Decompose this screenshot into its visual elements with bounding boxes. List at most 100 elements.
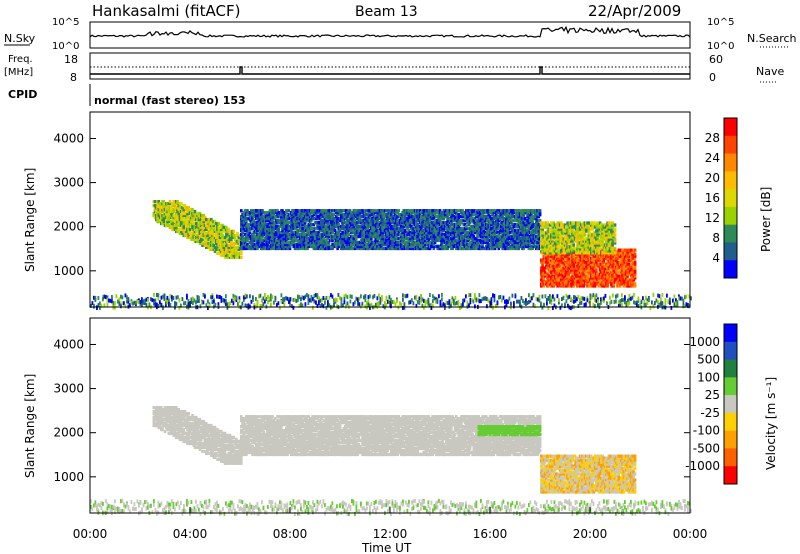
heatmap-cell bbox=[318, 217, 322, 221]
heatmap-cell bbox=[460, 221, 463, 225]
heatmap-cell bbox=[382, 226, 386, 231]
heatmap-cell bbox=[476, 238, 479, 243]
heatmap-cell bbox=[491, 230, 494, 235]
heatmap-cell bbox=[180, 229, 183, 234]
heatmap-cell bbox=[373, 209, 377, 213]
heatmap-cell bbox=[521, 238, 524, 243]
heatmap-cell bbox=[181, 231, 184, 236]
heatmap-cell bbox=[272, 224, 276, 229]
heatmap-cell bbox=[228, 251, 232, 255]
heatmap-cell bbox=[292, 219, 296, 223]
heatmap-cell bbox=[226, 231, 229, 236]
heatmap-cell bbox=[240, 251, 243, 255]
heatmap-cell bbox=[346, 211, 349, 215]
heatmap-cell bbox=[215, 237, 218, 241]
heatmap-cell bbox=[185, 217, 188, 222]
heatmap-cell bbox=[368, 246, 372, 251]
heatmap-cell bbox=[376, 230, 379, 235]
heatmap-cell bbox=[468, 217, 472, 221]
heatmap-cell bbox=[508, 224, 512, 229]
heatmap-cell bbox=[372, 228, 376, 233]
heatmap-cell bbox=[170, 225, 173, 230]
heatmap-cell bbox=[416, 230, 419, 235]
heatmap-cell bbox=[443, 244, 447, 249]
heatmap-cell bbox=[188, 227, 192, 232]
heatmap-cell bbox=[446, 223, 449, 227]
heatmap-cell bbox=[451, 211, 454, 215]
heatmap-cell bbox=[263, 221, 267, 225]
heatmap-cell bbox=[358, 217, 362, 221]
heatmap-cell bbox=[173, 204, 177, 208]
heatmap-cell bbox=[423, 242, 427, 247]
heatmap-cell bbox=[508, 230, 512, 235]
heatmap-cell bbox=[303, 223, 307, 227]
heatmap-cell bbox=[493, 209, 497, 213]
heatmap-cell bbox=[401, 211, 404, 215]
heatmap-cell bbox=[273, 236, 277, 241]
heatmap-cell bbox=[488, 224, 492, 229]
heatmap-cell bbox=[530, 238, 533, 243]
heatmap-cell bbox=[475, 219, 478, 223]
heatmap-cell bbox=[406, 213, 409, 217]
heatmap-cell bbox=[405, 234, 408, 239]
heatmap-cell bbox=[376, 213, 379, 217]
heatmap-cell bbox=[387, 238, 391, 243]
heatmap-cell bbox=[167, 217, 171, 222]
heatmap-cell bbox=[395, 217, 398, 221]
heatmap-cell bbox=[356, 217, 359, 221]
heatmap-cell bbox=[341, 223, 344, 227]
heatmap-cell bbox=[241, 219, 244, 223]
heatmap-cell bbox=[442, 215, 446, 219]
heatmap-cell bbox=[523, 226, 527, 231]
heatmap-cell bbox=[335, 215, 338, 219]
heatmap-cell bbox=[220, 247, 223, 251]
heatmap-cell bbox=[425, 221, 428, 225]
heatmap-cell bbox=[346, 219, 349, 223]
heatmap-cell bbox=[510, 215, 513, 219]
heatmap-cell bbox=[241, 228, 244, 233]
heatmap-cell bbox=[277, 246, 281, 251]
heatmap-cell bbox=[295, 236, 298, 241]
heatmap-cell bbox=[385, 246, 388, 251]
heatmap-cell bbox=[300, 240, 303, 245]
heatmap-cell bbox=[370, 242, 373, 247]
heatmap-cell bbox=[312, 244, 316, 249]
heatmap-cell bbox=[233, 251, 237, 255]
heatmap-cell bbox=[477, 209, 481, 213]
heatmap-cell bbox=[366, 228, 369, 233]
heatmap-cell bbox=[350, 211, 353, 215]
station-title: Hankasalmi (fitACF) bbox=[92, 2, 240, 20]
heatmap-cell bbox=[241, 223, 244, 227]
heatmap-cell bbox=[448, 244, 452, 249]
heatmap-cell bbox=[423, 238, 427, 243]
heatmap-cell bbox=[281, 213, 284, 217]
heatmap-cell bbox=[327, 242, 331, 247]
heatmap-cell bbox=[361, 242, 364, 247]
heatmap-cell bbox=[275, 230, 278, 235]
heatmap-cell bbox=[331, 242, 334, 247]
heatmap-cell bbox=[426, 226, 429, 231]
heatmap-cell bbox=[486, 228, 489, 233]
heatmap-cell bbox=[517, 246, 521, 251]
heatmap-cell bbox=[507, 242, 511, 247]
heatmap-cell bbox=[465, 240, 468, 245]
heatmap-cell bbox=[308, 221, 312, 225]
heatmap-cell bbox=[191, 225, 194, 230]
heatmap-cell bbox=[247, 236, 251, 241]
heatmap-cell bbox=[178, 204, 182, 208]
heatmap-cell bbox=[305, 234, 308, 239]
heatmap-cell bbox=[235, 247, 238, 251]
heatmap-cell bbox=[457, 217, 461, 221]
heatmap-cell bbox=[427, 211, 431, 215]
heatmap-cell bbox=[463, 228, 467, 233]
heatmap-cell bbox=[177, 211, 181, 216]
heatmap-cell bbox=[386, 232, 389, 237]
heatmap-cell bbox=[176, 217, 179, 222]
heatmap-cell bbox=[290, 215, 293, 219]
heatmap-cell bbox=[272, 230, 276, 235]
heatmap-cell bbox=[435, 223, 438, 227]
heatmap-cell bbox=[531, 219, 534, 223]
heatmap-cell bbox=[197, 237, 201, 241]
heatmap-cell bbox=[457, 238, 461, 243]
heatmap-cell bbox=[350, 244, 353, 249]
